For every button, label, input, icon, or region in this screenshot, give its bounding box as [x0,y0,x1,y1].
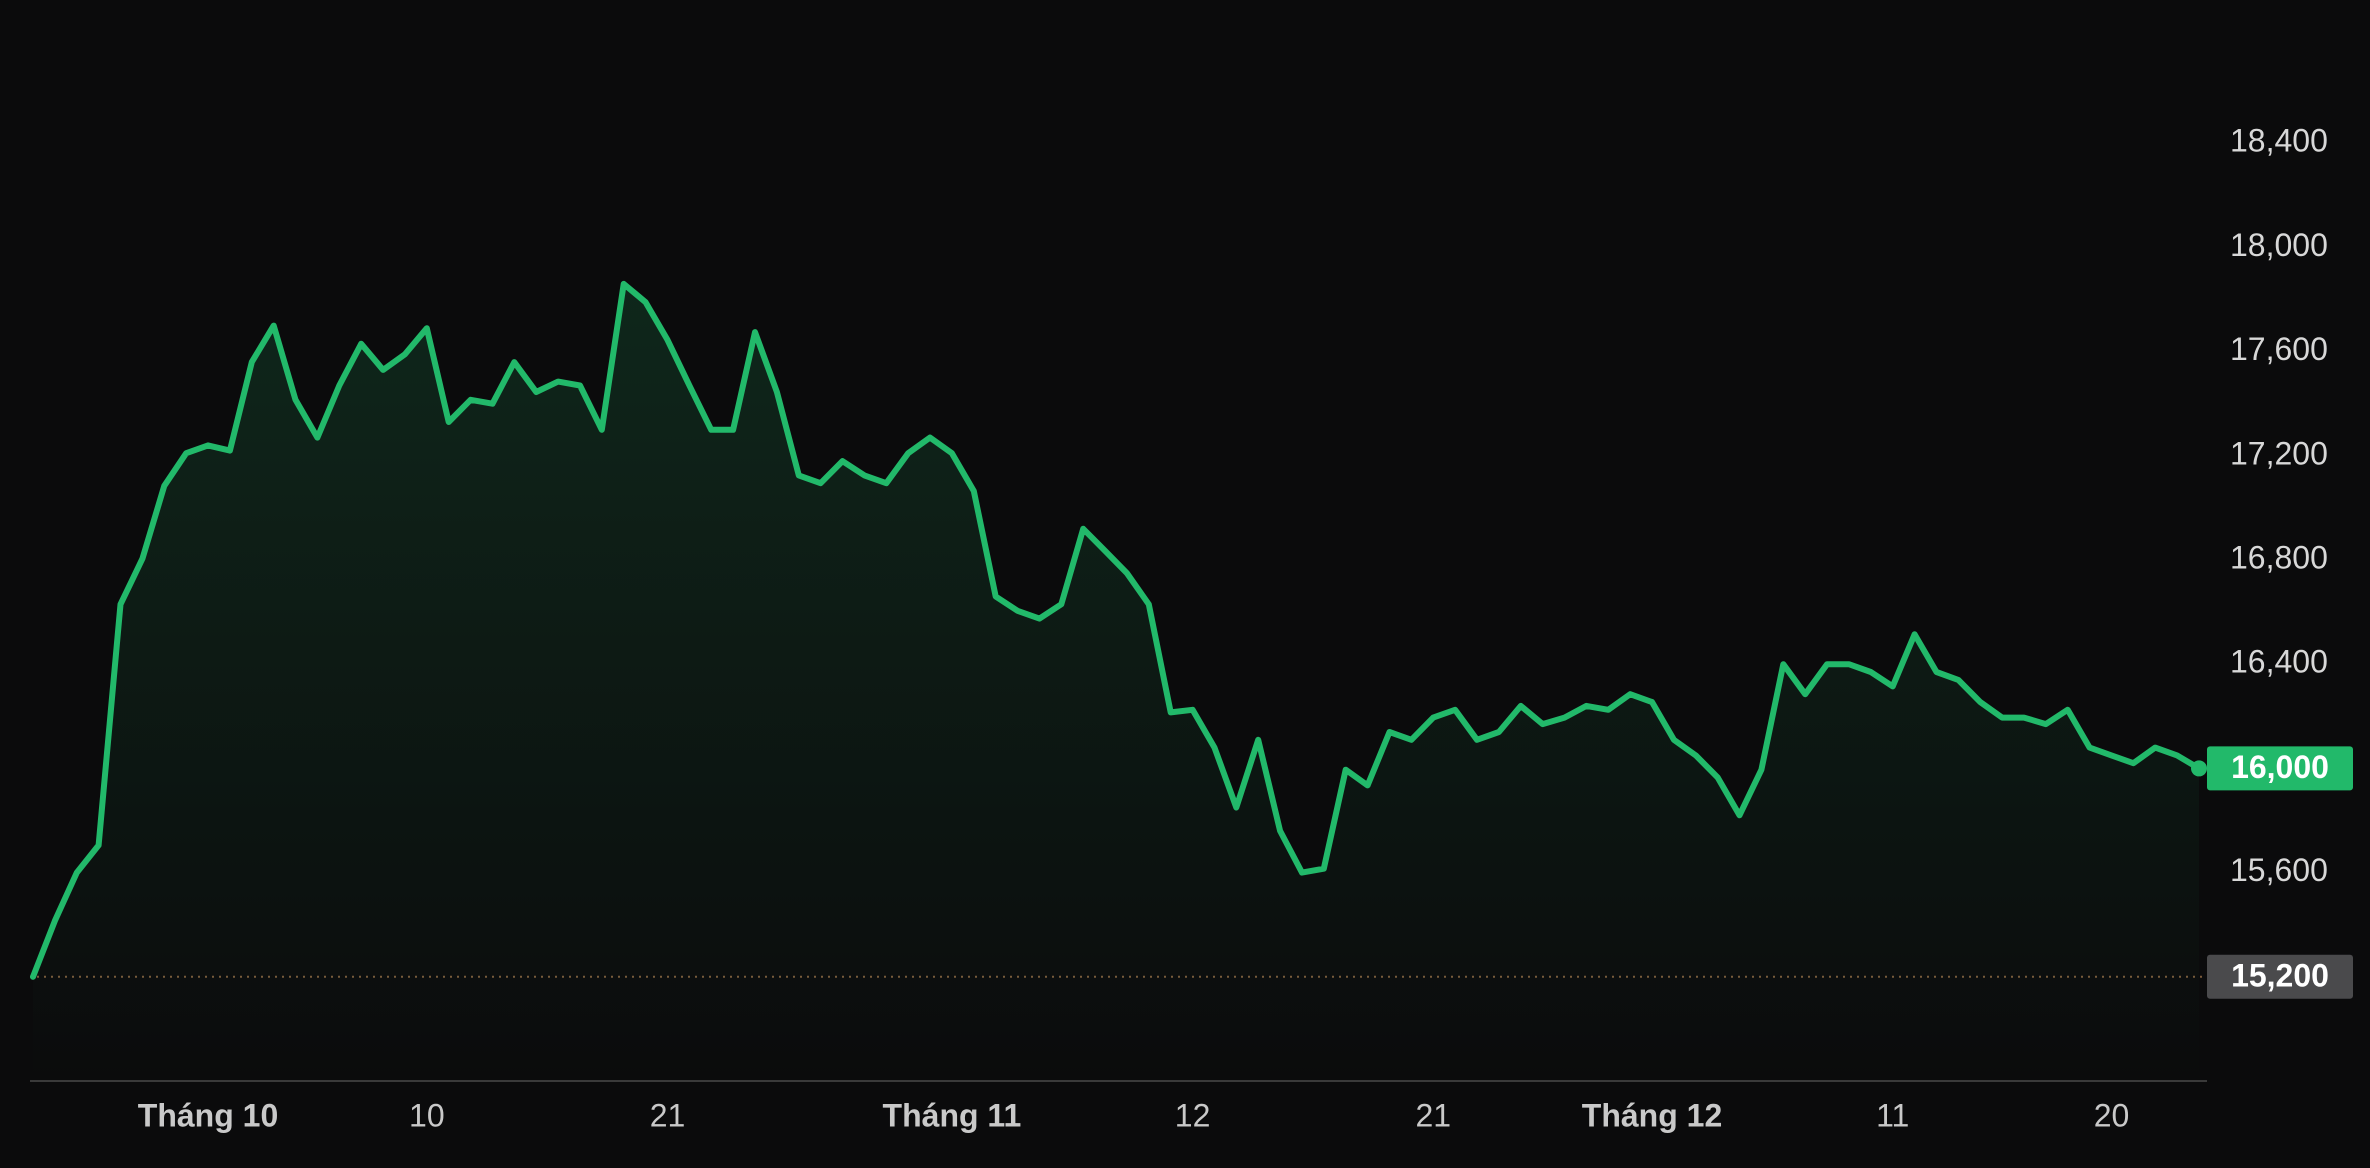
x-tick-label: Tháng 12 [1582,1097,1722,1133]
price-badge [2207,746,2353,791]
y-tick-label: 17,200 [2230,435,2328,471]
reference-label: 15,200 [2231,957,2329,993]
x-tick-label: 21 [650,1097,686,1133]
y-tick-label: 16,400 [2230,644,2328,680]
price-line [30,280,2202,980]
y-tick-label: 17,600 [2230,331,2328,367]
y-tick-label: 16,800 [2230,539,2328,575]
reference-badge [2207,954,2353,999]
y-tick-label: 18,400 [2230,123,2328,159]
y-tick-label: 18,000 [2230,227,2328,263]
x-tick-label: 20 [2094,1097,2130,1133]
x-tick-label: Tháng 10 [138,1097,278,1133]
x-tick-label: Tháng 11 [883,1097,1022,1133]
area-fill [33,283,2199,1081]
x-tick-label: 12 [1175,1097,1211,1133]
price-label: 16,000 [2231,749,2329,785]
y-tick-label: 15,600 [2230,852,2328,888]
x-tick-label: 11 [1876,1097,1909,1133]
x-tick-label: 21 [1415,1097,1451,1133]
last-point [2191,760,2207,777]
x-tick-label: 10 [409,1097,445,1133]
